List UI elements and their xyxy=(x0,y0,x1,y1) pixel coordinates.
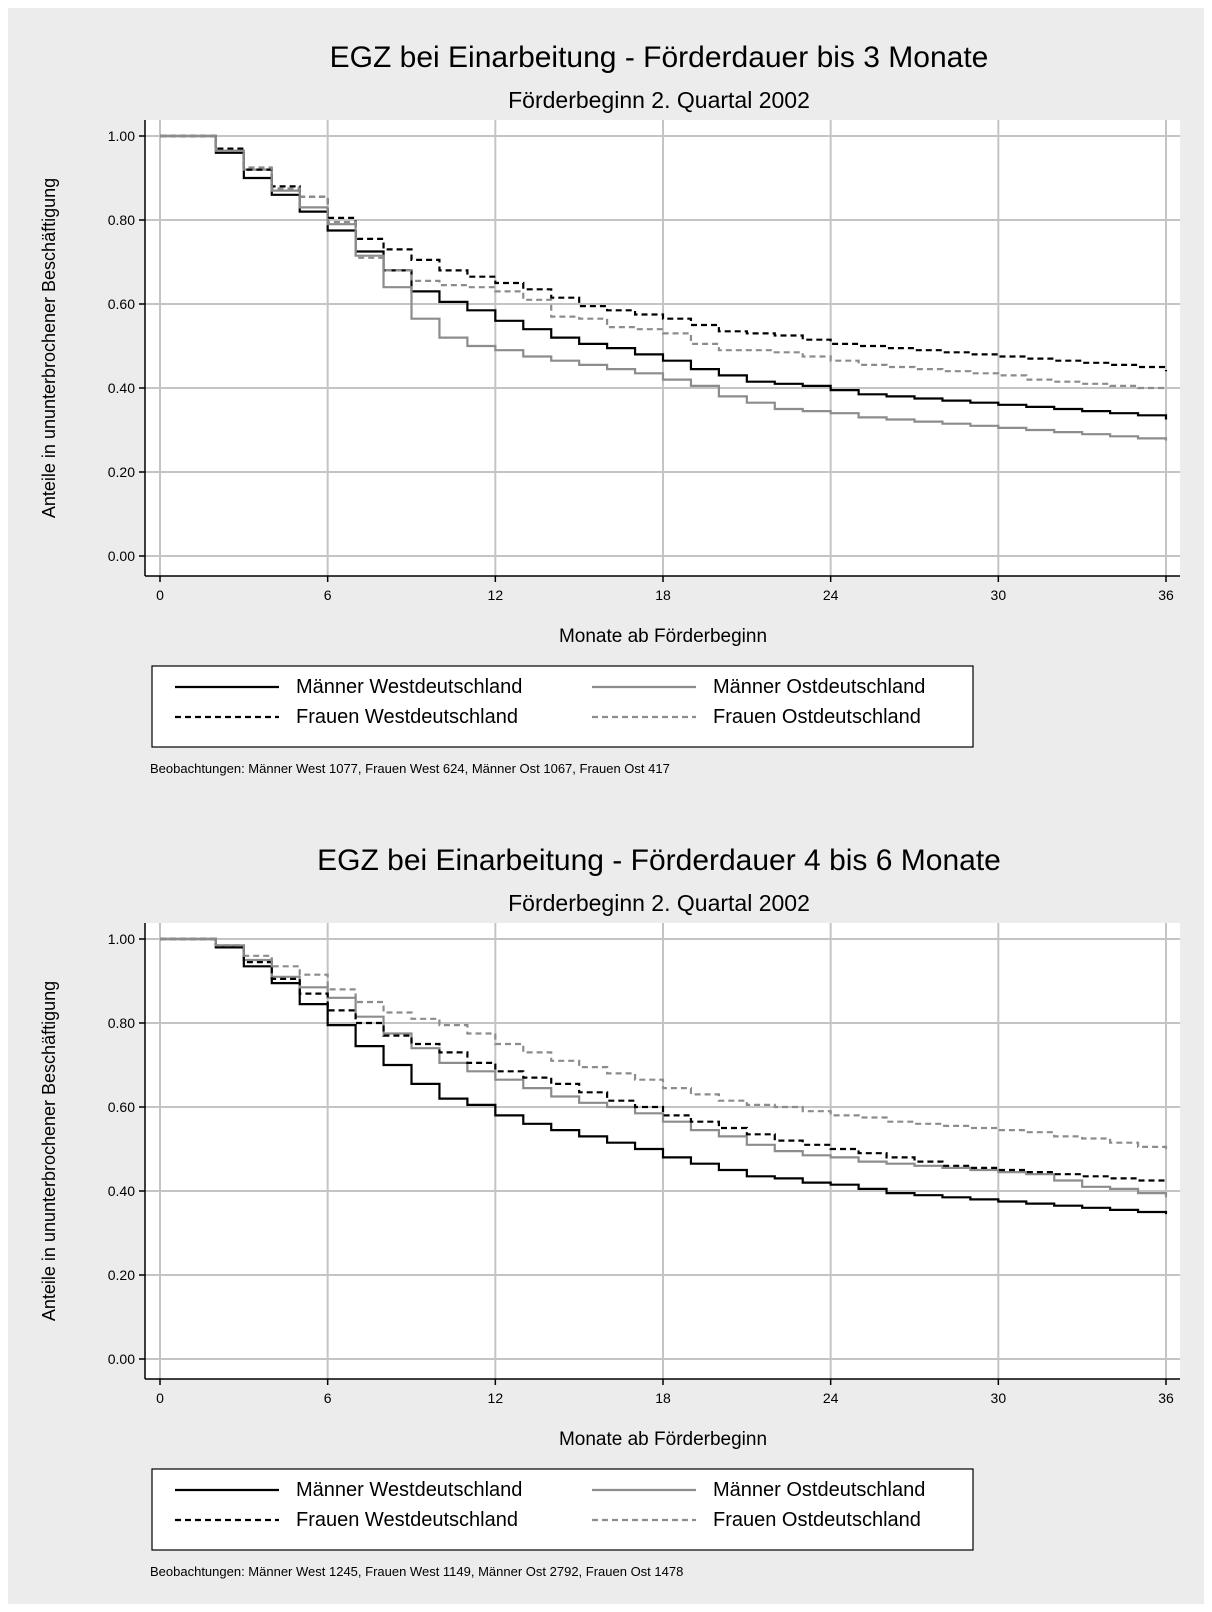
x-tick-label: 12 xyxy=(488,1390,504,1406)
chart-panel-1: EGZ bei Einarbeitung - Förderdauer bis 3… xyxy=(39,41,1180,776)
y-tick-label: 1.00 xyxy=(108,128,135,144)
x-tick-label: 0 xyxy=(156,1390,164,1406)
x-tick-label: 18 xyxy=(655,587,671,603)
y-tick-label: 0.00 xyxy=(108,548,135,564)
legend-label: Männer Ostdeutschland xyxy=(713,676,925,698)
legend-label: Frauen Ostdeutschland xyxy=(713,1509,921,1531)
series-line-m_ost xyxy=(160,937,1168,1198)
y-tick-label: 1.00 xyxy=(108,931,135,947)
legend-label: Männer Ostdeutschland xyxy=(713,1479,925,1501)
chart-subtitle: Förderbeginn 2. Quartal 2002 xyxy=(508,87,810,113)
y-tick-label: 0.80 xyxy=(108,212,135,228)
x-tick-label: 18 xyxy=(655,1390,671,1406)
x-axis-label: Monate ab Förderbeginn xyxy=(559,1429,767,1450)
observations-note: Beobachtungen: Männer West 1245, Frauen … xyxy=(150,1564,683,1579)
x-tick-label: 0 xyxy=(156,587,164,603)
series-line-f_west xyxy=(160,937,1168,1183)
x-tick-label: 36 xyxy=(1158,1390,1174,1406)
series-line-f_west xyxy=(160,134,1168,372)
series-line-f_ost xyxy=(160,937,1168,1152)
legend-label: Männer Westdeutschland xyxy=(296,676,522,698)
legend-label: Frauen Westdeutschland xyxy=(296,706,518,728)
y-tick-label: 0.40 xyxy=(108,380,135,396)
legend-box xyxy=(151,665,974,748)
x-tick-label: 6 xyxy=(324,1390,332,1406)
x-tick-label: 12 xyxy=(488,587,504,603)
chart-subtitle: Förderbeginn 2. Quartal 2002 xyxy=(508,890,810,916)
x-tick-label: 30 xyxy=(991,587,1007,603)
legend-label: Frauen Westdeutschland xyxy=(296,1509,518,1531)
y-tick-label: 0.80 xyxy=(108,1015,135,1031)
y-axis-label: Anteile in ununterbrochener Beschäftigun… xyxy=(39,178,59,518)
legend-label: Männer Westdeutschland xyxy=(296,1479,522,1501)
series-line-f_ost xyxy=(160,134,1166,390)
series-line-m_ost xyxy=(160,134,1168,441)
observations-note: Beobachtungen: Männer West 1077, Frauen … xyxy=(150,761,670,776)
x-tick-label: 6 xyxy=(324,587,332,603)
series-line-m_west xyxy=(160,937,1168,1215)
y-axis-label: Anteile in ununterbrochener Beschäftigun… xyxy=(39,981,59,1321)
y-tick-label: 0.20 xyxy=(108,464,135,480)
legend-label: Frauen Ostdeutschland xyxy=(713,706,921,728)
y-tick-label: 0.60 xyxy=(108,296,135,312)
x-tick-label: 36 xyxy=(1158,587,1174,603)
chart-panel-2: EGZ bei Einarbeitung - Förderdauer 4 bis… xyxy=(39,844,1180,1579)
x-tick-label: 24 xyxy=(823,587,839,603)
x-tick-label: 30 xyxy=(991,1390,1007,1406)
y-tick-label: 0.20 xyxy=(108,1267,135,1283)
y-tick-label: 0.40 xyxy=(108,1183,135,1199)
y-tick-label: 0.00 xyxy=(108,1351,135,1367)
chart-title: EGZ bei Einarbeitung - Förderdauer bis 3… xyxy=(330,41,989,74)
chart-title: EGZ bei Einarbeitung - Förderdauer 4 bis… xyxy=(317,844,1001,877)
y-tick-label: 0.60 xyxy=(108,1099,135,1115)
x-tick-label: 24 xyxy=(823,1390,839,1406)
legend-box xyxy=(151,1468,974,1551)
x-axis-label: Monate ab Förderbeginn xyxy=(559,626,767,647)
series-line-m_west xyxy=(160,134,1168,420)
